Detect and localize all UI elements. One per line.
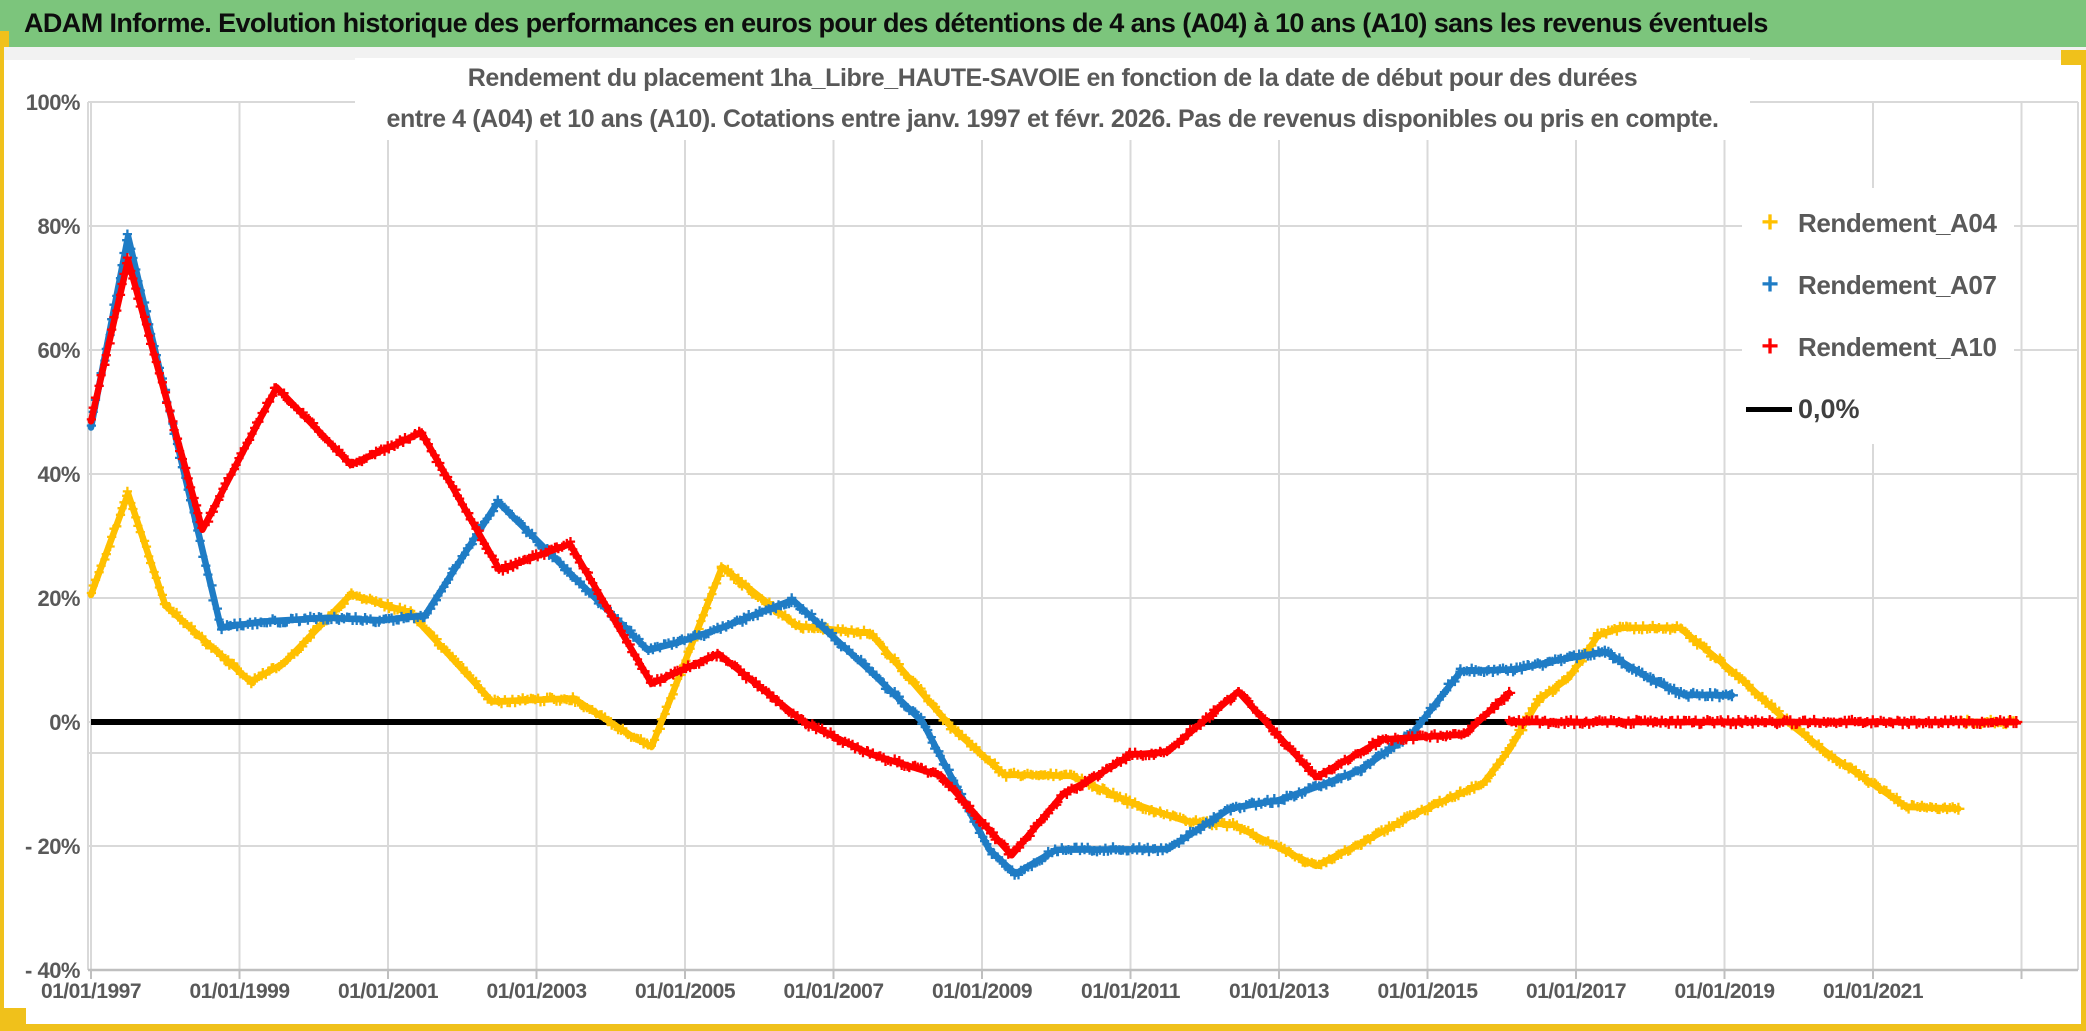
chart-title-line2: entre 4 (A04) et 10 ans (A10). Cotations…: [386, 105, 1719, 133]
y-tick-label: 40%: [37, 462, 80, 487]
legend: + Rendement_A04 + Rendement_A07 + Rendement_A…: [1742, 188, 2014, 444]
legend-item-rendement-a10: + Rendement_A10: [1742, 316, 2014, 378]
legend-item-rendement-a04: + Rendement_A04: [1742, 192, 2014, 254]
gold-corner-bottom-left[interactable]: [0, 1008, 26, 1031]
chart-object[interactable]: 100% 80% 60% 40% 20% 0% - 20% - 40% 01/01/1997 01…: [0, 58, 2086, 1024]
gold-border-left: [0, 47, 4, 1031]
series-rendement_a10-markers: [86, 253, 1516, 859]
y-tick-label: 80%: [37, 214, 80, 239]
legend-label: Rendement_A04: [1798, 207, 1997, 238]
gold-border-left-top: [0, 31, 9, 47]
y-tick-label: 60%: [37, 338, 80, 363]
chart-title: Rendement du placement 1ha_Libre_HAUTE-S…: [355, 58, 1750, 140]
series-rendement_a10-zero-tail-markers: [1504, 714, 2023, 730]
legend-label: Rendement_A07: [1798, 269, 1997, 300]
header-gap: [0, 47, 2086, 60]
legend-label: 0,0%: [1798, 393, 1860, 424]
series-rendement_a04-line: [87, 490, 1962, 870]
x-tick-label: 01/01/2003: [486, 980, 586, 1003]
gold-border-bottom: [0, 1024, 2086, 1031]
legend-item-0-0-: 0,0%: [1742, 378, 2014, 440]
plus-marker-icon: +: [1761, 206, 1779, 239]
x-tick-label: 01/01/2013: [1229, 980, 1329, 1003]
x-tick-label: 01/01/2001: [338, 980, 439, 1003]
header-bar: ADAM Informe. Evolution historique des p…: [0, 0, 2086, 47]
chart-title-line1: Rendement du placement 1ha_Libre_HAUTE-S…: [467, 64, 1638, 92]
x-tick-label: 01/01/2021: [1823, 980, 1924, 1003]
x-tick-label: 01/01/2009: [932, 980, 1032, 1003]
x-tick-label: 01/01/2005: [635, 980, 736, 1003]
x-tick-label: 01/01/2019: [1674, 980, 1774, 1003]
legend-item-rendement-a07: + Rendement_A07: [1742, 254, 2014, 316]
plus-marker-icon: +: [1761, 268, 1779, 301]
x-tick-label: 01/01/1997: [41, 980, 141, 1003]
y-tick-label: - 20%: [25, 834, 80, 859]
legend-zero-line-swatch: [1746, 406, 1792, 412]
y-tick-label: - 40%: [25, 958, 80, 983]
y-tick-label: 100%: [26, 90, 80, 115]
x-tick-label: 01/01/2015: [1377, 980, 1478, 1003]
y-tick-label: 0%: [49, 710, 80, 735]
series-rendement_a04-markers: [86, 486, 1965, 870]
y-tick-label: 20%: [37, 586, 80, 611]
page-title: ADAM Informe. Evolution historique des p…: [24, 8, 1768, 38]
x-tick-label: 01/01/2017: [1526, 980, 1626, 1003]
gold-corner-top-right[interactable]: [2061, 50, 2083, 65]
x-tick-label: 01/01/1999: [189, 980, 289, 1003]
plus-marker-icon: +: [1761, 330, 1779, 363]
legend-label: Rendement_A10: [1798, 331, 1997, 362]
x-tick-label: 01/01/2011: [1081, 980, 1181, 1003]
x-tick-label: 01/01/2007: [783, 980, 883, 1003]
gold-border-right: [2081, 50, 2086, 1031]
series-rendement_a07-markers: [86, 229, 1738, 880]
